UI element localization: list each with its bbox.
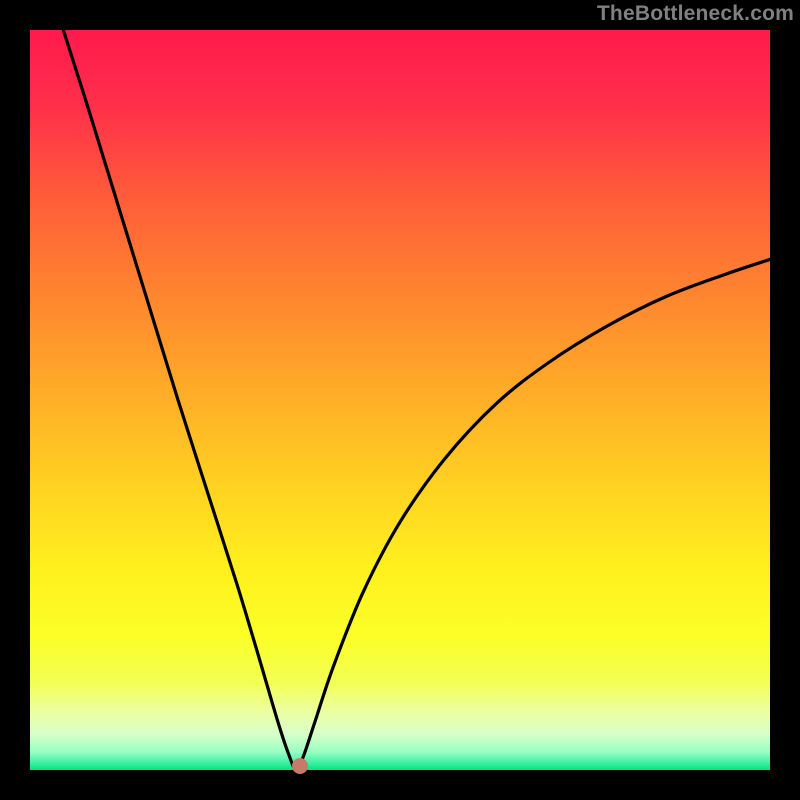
watermark-text: TheBottleneck.com [597,2,794,26]
plot-area [30,30,770,770]
vertex-marker [292,758,308,774]
chart-container: TheBottleneck.com [0,0,800,800]
bottleneck-curve [30,30,770,770]
